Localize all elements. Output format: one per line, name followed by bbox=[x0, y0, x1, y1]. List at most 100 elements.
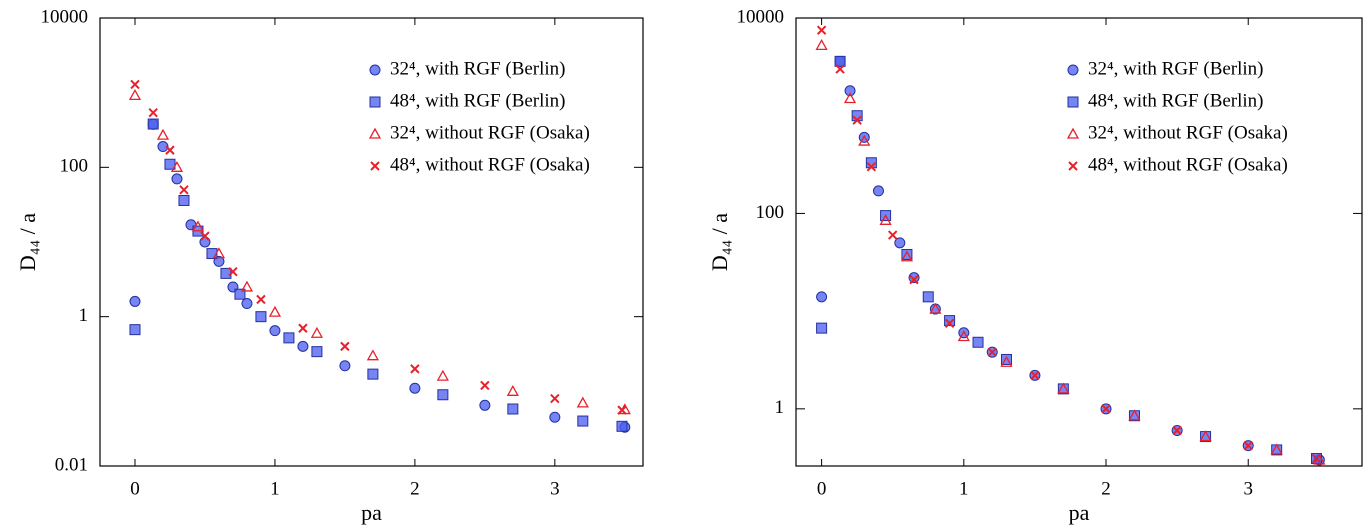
x-tick-label: 2 bbox=[1101, 478, 1111, 499]
marker bbox=[816, 25, 827, 35]
y-tick-label: 100 bbox=[756, 202, 785, 223]
plot-frame bbox=[99, 17, 644, 467]
marker bbox=[409, 382, 421, 394]
y-axis-label: D₄₄ / a bbox=[707, 213, 732, 271]
y-tick-label: 10000 bbox=[41, 6, 89, 27]
marker bbox=[550, 393, 560, 404]
marker bbox=[852, 115, 862, 125]
marker bbox=[200, 231, 210, 241]
marker bbox=[479, 399, 491, 411]
marker bbox=[894, 237, 906, 249]
marker bbox=[240, 280, 254, 292]
marker bbox=[816, 322, 828, 334]
marker bbox=[164, 158, 176, 170]
marker bbox=[310, 326, 324, 338]
marker bbox=[311, 346, 323, 358]
marker bbox=[368, 127, 382, 139]
marker bbox=[298, 323, 308, 333]
marker bbox=[268, 305, 282, 317]
marker bbox=[228, 267, 238, 277]
marker bbox=[367, 368, 379, 380]
x-tick-label: 3 bbox=[1243, 478, 1253, 499]
marker bbox=[256, 294, 266, 305]
y-tick-label: 1 bbox=[775, 397, 785, 418]
marker bbox=[506, 384, 519, 396]
marker bbox=[1067, 64, 1079, 76]
marker bbox=[297, 340, 309, 352]
y-tick-label: 1 bbox=[79, 305, 89, 326]
marker bbox=[269, 325, 281, 337]
marker bbox=[909, 274, 919, 285]
marker bbox=[129, 324, 141, 336]
marker bbox=[858, 134, 871, 146]
marker bbox=[844, 85, 856, 97]
marker bbox=[1101, 404, 1111, 414]
plot-frame bbox=[795, 17, 1363, 467]
legend-label: 32⁴, with RGF (Berlin) bbox=[390, 58, 566, 79]
marker bbox=[369, 96, 381, 108]
marker bbox=[156, 128, 170, 140]
marker bbox=[866, 162, 877, 172]
marker bbox=[340, 341, 350, 352]
marker bbox=[929, 302, 942, 314]
marker bbox=[922, 291, 934, 303]
legend-label: 32⁴, without RGF (Osaka) bbox=[390, 122, 590, 143]
marker bbox=[972, 336, 984, 348]
marker bbox=[843, 92, 857, 104]
marker bbox=[576, 396, 589, 408]
marker bbox=[879, 213, 892, 225]
marker bbox=[148, 107, 158, 118]
marker bbox=[872, 185, 884, 197]
marker bbox=[900, 250, 914, 262]
marker bbox=[437, 389, 449, 401]
marker bbox=[339, 360, 351, 372]
marker bbox=[616, 420, 628, 432]
marker bbox=[1000, 355, 1013, 367]
marker bbox=[507, 403, 519, 415]
x-tick-label: 0 bbox=[817, 478, 827, 499]
x-tick-label: 2 bbox=[410, 478, 420, 499]
marker bbox=[835, 64, 845, 74]
marker bbox=[957, 330, 970, 342]
marker bbox=[944, 318, 955, 329]
marker bbox=[178, 194, 190, 206]
marker bbox=[944, 315, 956, 327]
marker bbox=[1172, 425, 1182, 436]
x-tick-label: 1 bbox=[959, 478, 969, 499]
marker bbox=[1067, 96, 1079, 108]
y-tick-label: 0.01 bbox=[55, 454, 88, 475]
marker bbox=[191, 220, 205, 232]
legend-label: 48⁴, without RGF (Osaka) bbox=[1088, 154, 1288, 175]
marker bbox=[480, 380, 490, 391]
marker bbox=[206, 248, 218, 260]
marker bbox=[1199, 430, 1212, 442]
marker bbox=[179, 185, 189, 195]
marker bbox=[987, 347, 997, 357]
legend-label: 48⁴, without RGF (Osaka) bbox=[390, 154, 590, 175]
marker bbox=[165, 145, 175, 155]
marker bbox=[212, 247, 226, 259]
y-axis-label: D₄₄ / a bbox=[15, 213, 40, 271]
marker bbox=[147, 118, 159, 130]
marker bbox=[157, 141, 169, 153]
marker bbox=[887, 230, 898, 240]
marker bbox=[234, 288, 246, 300]
marker bbox=[410, 364, 420, 374]
marker bbox=[129, 295, 141, 307]
legend-label: 32⁴, with RGF (Berlin) bbox=[1088, 58, 1264, 79]
x-axis-label: pa bbox=[361, 500, 382, 525]
legend-label: 48⁴, with RGF (Berlin) bbox=[390, 90, 566, 111]
marker bbox=[815, 39, 828, 50]
marker bbox=[369, 64, 381, 76]
marker bbox=[241, 298, 253, 310]
marker bbox=[901, 248, 913, 260]
marker bbox=[908, 272, 920, 284]
x-axis-label: pa bbox=[1069, 500, 1090, 525]
marker bbox=[220, 267, 232, 279]
marker bbox=[1030, 370, 1040, 381]
marker bbox=[370, 161, 380, 171]
marker bbox=[549, 411, 561, 423]
legend-label: 32⁴, without RGF (Osaka) bbox=[1088, 122, 1288, 143]
marker bbox=[1068, 161, 1078, 171]
